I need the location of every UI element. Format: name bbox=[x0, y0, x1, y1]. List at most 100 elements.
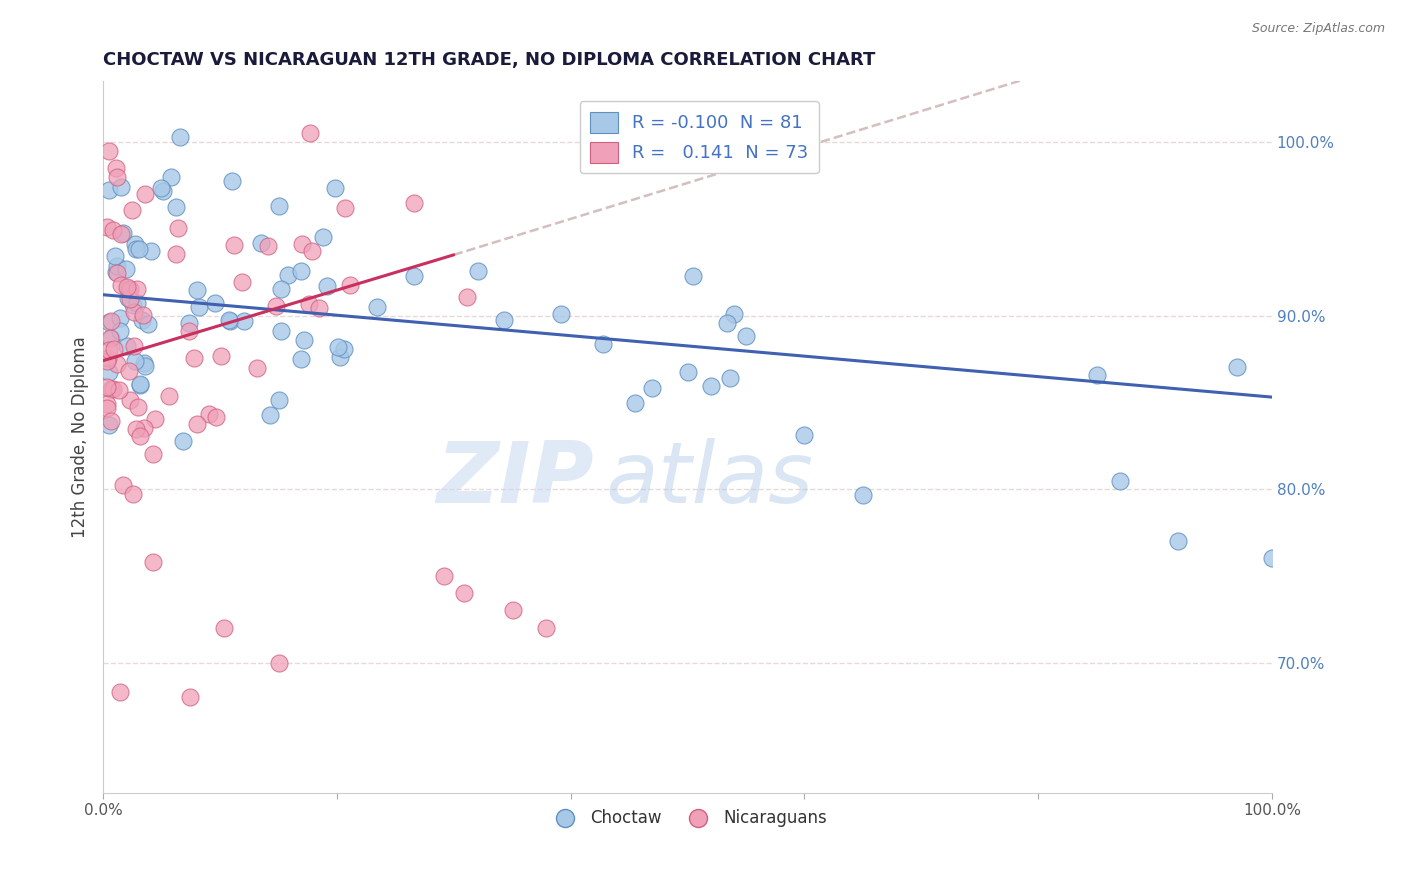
Point bbox=[118, 364, 141, 378]
Point bbox=[623, 396, 645, 410]
Point bbox=[128, 376, 150, 391]
Point bbox=[177, 325, 200, 339]
Point bbox=[104, 161, 127, 175]
Point bbox=[246, 361, 269, 376]
Point bbox=[231, 275, 253, 289]
Point bbox=[98, 330, 121, 344]
Point bbox=[323, 180, 346, 194]
Point bbox=[157, 389, 180, 403]
Point bbox=[103, 343, 125, 357]
Point bbox=[98, 184, 121, 198]
Point bbox=[101, 223, 124, 237]
Point bbox=[98, 365, 121, 379]
Point bbox=[311, 230, 333, 244]
Point bbox=[100, 382, 122, 396]
Point bbox=[105, 358, 128, 372]
Point bbox=[179, 690, 201, 705]
Point bbox=[641, 381, 664, 395]
Point bbox=[267, 392, 290, 407]
Point bbox=[326, 339, 349, 353]
Point bbox=[183, 351, 205, 366]
Point bbox=[700, 379, 723, 393]
Point bbox=[333, 342, 356, 356]
Point bbox=[433, 569, 456, 583]
Point bbox=[121, 202, 143, 217]
Point bbox=[167, 220, 190, 235]
Point bbox=[110, 685, 132, 699]
Point bbox=[108, 324, 131, 338]
Point bbox=[718, 371, 741, 385]
Point bbox=[132, 308, 155, 322]
Point bbox=[259, 408, 281, 422]
Point bbox=[141, 244, 163, 259]
Point bbox=[104, 249, 127, 263]
Text: atlas: atlas bbox=[606, 438, 814, 521]
Text: ZIP: ZIP bbox=[436, 438, 593, 521]
Point bbox=[204, 409, 226, 424]
Point bbox=[172, 434, 194, 448]
Point bbox=[534, 621, 557, 635]
Point bbox=[186, 283, 208, 297]
Point bbox=[456, 290, 478, 304]
Point bbox=[329, 350, 352, 364]
Point bbox=[100, 314, 122, 328]
Point bbox=[333, 201, 356, 215]
Point bbox=[723, 307, 745, 321]
Point bbox=[682, 269, 704, 284]
Point bbox=[169, 129, 191, 144]
Point bbox=[232, 314, 254, 328]
Point bbox=[218, 313, 240, 327]
Point bbox=[122, 298, 145, 312]
Point bbox=[221, 174, 243, 188]
Point bbox=[676, 365, 699, 379]
Point bbox=[292, 333, 315, 347]
Point bbox=[270, 281, 292, 295]
Y-axis label: 12th Grade, No Diploma: 12th Grade, No Diploma bbox=[72, 336, 89, 538]
Point bbox=[301, 244, 323, 258]
Point bbox=[96, 353, 118, 368]
Point bbox=[166, 247, 188, 261]
Point bbox=[112, 478, 135, 492]
Point bbox=[118, 392, 141, 407]
Point bbox=[492, 313, 515, 327]
Point bbox=[212, 621, 235, 635]
Point bbox=[264, 299, 287, 313]
Point bbox=[152, 184, 174, 198]
Point bbox=[124, 236, 146, 251]
Point bbox=[716, 316, 738, 330]
Point bbox=[339, 277, 361, 292]
Point bbox=[402, 196, 425, 211]
Point bbox=[257, 238, 280, 252]
Point bbox=[127, 296, 149, 310]
Point bbox=[852, 488, 875, 502]
Point bbox=[98, 417, 121, 432]
Point bbox=[96, 380, 118, 394]
Point bbox=[142, 555, 165, 569]
Point bbox=[316, 278, 339, 293]
Point bbox=[104, 265, 127, 279]
Point bbox=[118, 282, 141, 296]
Point bbox=[209, 349, 232, 363]
Point bbox=[132, 356, 155, 370]
Point bbox=[124, 353, 146, 368]
Point bbox=[467, 263, 489, 277]
Point bbox=[1167, 534, 1189, 549]
Point bbox=[117, 291, 139, 305]
Point bbox=[453, 586, 475, 600]
Point bbox=[1085, 368, 1108, 383]
Point bbox=[735, 328, 758, 343]
Point bbox=[132, 421, 155, 435]
Point bbox=[98, 144, 121, 158]
Point bbox=[97, 351, 120, 365]
Point bbox=[267, 656, 290, 670]
Point bbox=[96, 397, 118, 411]
Point bbox=[143, 411, 166, 425]
Point bbox=[793, 427, 815, 442]
Point bbox=[117, 282, 139, 296]
Point bbox=[159, 169, 181, 184]
Point bbox=[100, 414, 122, 428]
Point bbox=[165, 200, 187, 214]
Point bbox=[120, 292, 142, 306]
Point bbox=[110, 227, 132, 242]
Point bbox=[1261, 551, 1284, 566]
